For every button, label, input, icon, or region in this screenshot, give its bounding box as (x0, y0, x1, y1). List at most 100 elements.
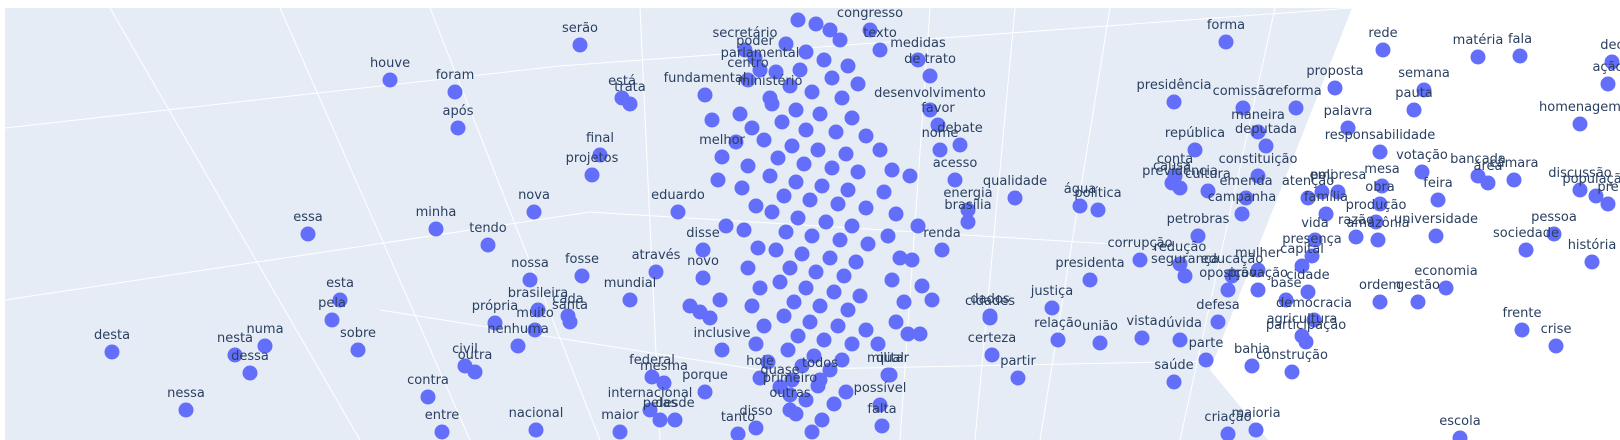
scatter-point (772, 379, 788, 395)
scatter-point (782, 78, 798, 94)
scatter-point (1166, 94, 1182, 110)
scatter-point (1238, 190, 1254, 206)
point-label: fala (1508, 32, 1532, 47)
scatter-point (648, 264, 664, 280)
scatter-point (1220, 426, 1236, 440)
scatter-point (704, 112, 720, 128)
scatter-point (1250, 282, 1266, 298)
point-label: pauta (1395, 86, 1433, 101)
scatter-point (467, 364, 483, 380)
grid-line (759, 359, 1269, 371)
scatter-point (832, 32, 848, 48)
point-label: civil (452, 342, 478, 357)
point-label: ordem (1359, 278, 1401, 293)
scatter-point (790, 12, 806, 28)
scatter-point (804, 424, 820, 440)
point-label: nenhuma (487, 322, 549, 337)
point-label: qualidade (983, 174, 1047, 189)
scatter-point (756, 318, 772, 334)
scatter-point (1604, 54, 1620, 70)
point-label: secretário (713, 26, 778, 41)
point-label: dessa (231, 349, 269, 364)
point-label: área (1474, 159, 1503, 174)
scatter-point (1284, 364, 1300, 380)
scatter-point (858, 200, 874, 216)
scatter-point (1010, 370, 1026, 386)
grid-line (974, 7, 1016, 440)
scatter-point (1512, 48, 1528, 64)
scatter-point (910, 218, 926, 234)
point-label: inclusive (694, 326, 751, 341)
scatter-point (740, 72, 756, 88)
point-label: essa (293, 210, 323, 225)
point-label: escola (1439, 414, 1480, 429)
scatter-point (930, 117, 946, 133)
point-label: bahia (1234, 342, 1270, 357)
point-label: obra (1365, 180, 1395, 195)
scatter-point (667, 412, 683, 428)
point-label: relação (1034, 316, 1082, 331)
grid-line (4, 211, 591, 301)
scatter-point (1082, 272, 1098, 288)
scatter-point (178, 402, 194, 418)
scatter-point (450, 120, 466, 136)
point-label: palavra (1324, 104, 1373, 119)
scatter-point (840, 58, 856, 74)
scatter-point (912, 326, 928, 342)
point-label: sociedade (1493, 226, 1559, 241)
scatter-point (752, 280, 768, 296)
point-label: medidas (890, 36, 946, 51)
scatter-point (744, 120, 760, 136)
scatter-point (844, 110, 860, 126)
point-label: possível (854, 381, 907, 396)
point-label: construção (1256, 348, 1328, 363)
point-label: frente (1503, 306, 1542, 321)
scatter-point (574, 268, 590, 284)
scatter-point (740, 158, 756, 174)
scatter-point (812, 298, 828, 314)
point-label: criação (1204, 410, 1251, 425)
scatter-point (790, 210, 806, 226)
point-label: nessa (167, 386, 205, 401)
scatter-point (778, 36, 794, 52)
scatter-point (1600, 196, 1616, 212)
scatter-point (622, 292, 638, 308)
point-label: poder (736, 34, 774, 49)
point-label: dúvida (1158, 316, 1202, 331)
point-label: capital (1280, 242, 1324, 257)
scatter-point (1090, 202, 1106, 218)
scatter-point (714, 342, 730, 358)
point-label: final (586, 131, 614, 146)
scatter-point (914, 278, 930, 294)
point-label: energia (943, 186, 992, 201)
point-label: homenagem (1539, 100, 1620, 115)
scatter-point (752, 62, 768, 78)
scatter-point (910, 52, 926, 68)
point-label: presença (1282, 232, 1341, 247)
scatter-point (778, 224, 794, 240)
scatter-point (480, 237, 496, 253)
scatter-point (1340, 120, 1356, 136)
scatter-point (1368, 214, 1384, 230)
scatter-point (1300, 284, 1316, 300)
scatter-point (828, 124, 844, 140)
point-label: falta (867, 402, 896, 417)
scatter-point (804, 84, 820, 100)
scatter-point (922, 68, 938, 84)
scatter-point (1428, 228, 1444, 244)
scatter-point (858, 128, 874, 144)
point-label: desta (94, 328, 130, 343)
scatter-point (584, 167, 600, 183)
scatter-point (1318, 206, 1334, 222)
scatter-point (734, 180, 750, 196)
point-label: de trato (904, 52, 956, 67)
scatter-point (806, 348, 822, 364)
point-label: texto (863, 26, 897, 41)
scatter-point (434, 424, 450, 440)
point-label: república (1165, 126, 1225, 141)
scatter-point (670, 204, 686, 220)
point-label: tendo (469, 221, 507, 236)
scatter-point (888, 206, 904, 222)
point-label: segurança (1151, 252, 1219, 267)
scatter-point (880, 228, 896, 244)
